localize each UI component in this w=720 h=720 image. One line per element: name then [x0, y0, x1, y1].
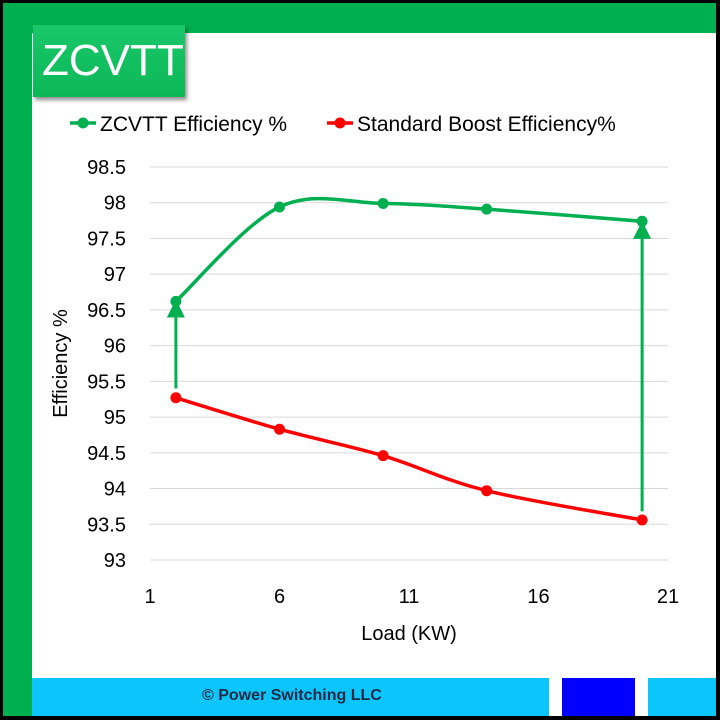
slide: ZCVTT © Power Switching LLC — [3, 3, 716, 716]
data-point — [377, 197, 389, 209]
y-tick-label: 96 — [104, 336, 126, 358]
series-line-0 — [174, 196, 643, 303]
y-tick-label: 95.5 — [87, 371, 126, 393]
legend-label: ZCVTT Efficiency % — [100, 113, 287, 136]
left-frame-bar — [3, 3, 32, 716]
y-axis-label: Efficiency % — [50, 309, 72, 418]
footer-blue-block — [562, 678, 635, 716]
series-line-1 — [175, 396, 643, 522]
data-point — [636, 215, 648, 227]
legend-marker — [77, 117, 89, 129]
title-badge: ZCVTT — [33, 25, 185, 97]
y-tick-label: 97 — [104, 264, 126, 286]
data-point — [636, 514, 648, 526]
x-axis-label: Load (KW) — [361, 623, 457, 645]
y-tick-label: 96.5 — [87, 300, 126, 322]
x-tick-label: 6 — [274, 586, 285, 608]
data-point — [170, 392, 182, 404]
y-tick-label: 95 — [104, 407, 126, 429]
y-tick-label: 94.5 — [87, 443, 126, 465]
copyright-text: © Power Switching LLC — [202, 687, 382, 704]
y-tick-label: 98 — [104, 193, 126, 215]
x-tick-label: 16 — [527, 586, 549, 608]
y-tick-label: 94 — [104, 479, 126, 501]
legend-label: Standard Boost Efficiency% — [357, 113, 616, 136]
x-tick-label: 21 — [657, 586, 679, 608]
footer-right-block — [648, 678, 716, 716]
footer-bar: © Power Switching LLC — [32, 678, 549, 716]
y-tick-label: 98.5 — [87, 157, 126, 179]
data-point — [170, 295, 182, 307]
x-tick-label: 11 — [399, 586, 420, 608]
legend-marker — [334, 117, 346, 129]
data-point — [274, 201, 285, 213]
y-tick-label: 93 — [104, 550, 126, 572]
data-point — [377, 450, 389, 462]
y-tick-label: 93.5 — [87, 514, 126, 536]
data-point — [274, 423, 285, 435]
data-point — [481, 485, 493, 497]
y-tick-label: 97.5 — [87, 228, 126, 250]
data-point — [481, 203, 493, 215]
x-tick-label: 1 — [144, 586, 155, 608]
